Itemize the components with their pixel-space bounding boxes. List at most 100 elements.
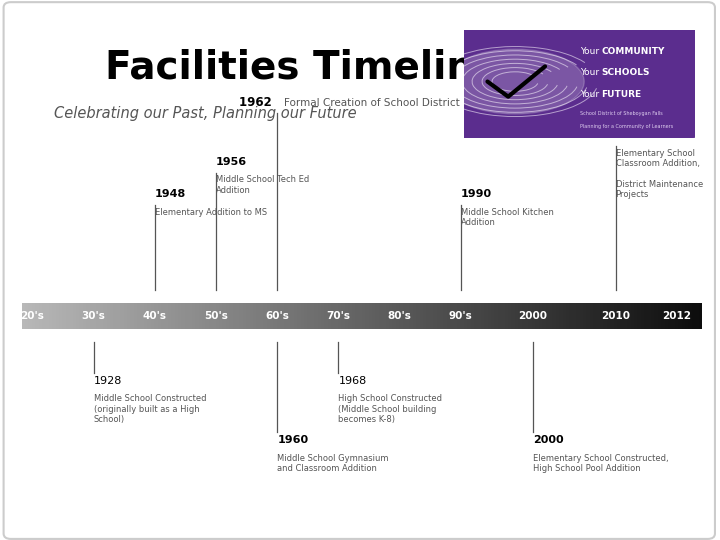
Bar (423, 303, 426, 329)
Text: 1968: 1968 (338, 376, 366, 386)
Bar (66, 303, 69, 329)
Bar (481, 303, 485, 329)
Bar (59, 303, 63, 329)
Bar (253, 303, 256, 329)
Bar (528, 303, 532, 329)
Bar (341, 303, 345, 329)
Text: 2010: 2010 (601, 311, 630, 321)
Text: 1962: 1962 (239, 96, 276, 109)
Bar (134, 303, 138, 329)
Bar (318, 303, 321, 329)
Bar (246, 303, 250, 329)
Bar (110, 303, 114, 329)
Bar (151, 303, 154, 329)
Bar (287, 303, 290, 329)
Bar (222, 303, 226, 329)
Bar (28, 303, 32, 329)
Bar (263, 303, 266, 329)
Bar (311, 303, 314, 329)
Bar (274, 303, 276, 329)
Bar (114, 303, 117, 329)
Bar (250, 303, 253, 329)
Bar (610, 303, 613, 329)
Bar (120, 303, 124, 329)
Bar (552, 303, 556, 329)
Bar (535, 303, 539, 329)
Bar (103, 303, 107, 329)
Bar (260, 303, 263, 329)
Bar (511, 303, 515, 329)
Bar (365, 303, 369, 329)
Bar (570, 303, 572, 329)
Bar (345, 303, 348, 329)
Bar (382, 303, 386, 329)
Bar (426, 303, 430, 329)
Bar (696, 303, 698, 329)
Bar (532, 303, 535, 329)
Bar (270, 303, 274, 329)
Bar (501, 303, 505, 329)
Bar (256, 303, 260, 329)
Bar (637, 303, 641, 329)
Bar (450, 303, 454, 329)
Bar (379, 303, 382, 329)
Bar (593, 303, 597, 329)
Bar (100, 303, 103, 329)
Bar (178, 303, 181, 329)
Bar (185, 303, 189, 329)
Bar (321, 303, 325, 329)
Bar (562, 303, 566, 329)
Bar (613, 303, 617, 329)
Bar (525, 303, 528, 329)
Bar (546, 303, 549, 329)
Text: 90's: 90's (449, 311, 472, 321)
Bar (461, 303, 464, 329)
Bar (406, 303, 410, 329)
Bar (369, 303, 372, 329)
Text: Planning for a Community of Learners: Planning for a Community of Learners (580, 124, 673, 130)
Bar (209, 303, 212, 329)
Bar (518, 303, 522, 329)
Bar (45, 303, 49, 329)
Bar (389, 303, 392, 329)
Text: 2007: 2007 (616, 130, 647, 140)
Bar (471, 303, 474, 329)
Bar (243, 303, 246, 329)
Text: 50's: 50's (204, 311, 228, 321)
Bar (236, 303, 239, 329)
Bar (688, 303, 692, 329)
Text: Elementary Addition to MS: Elementary Addition to MS (155, 208, 267, 217)
Bar (86, 303, 89, 329)
Bar (107, 303, 110, 329)
Bar (668, 303, 671, 329)
Bar (314, 303, 318, 329)
Bar (117, 303, 120, 329)
Bar (661, 303, 665, 329)
Bar (219, 303, 222, 329)
Bar (199, 303, 202, 329)
Text: 70's: 70's (326, 311, 351, 321)
Bar (355, 303, 359, 329)
Text: Middle School Kitchen
Addition: Middle School Kitchen Addition (461, 208, 554, 227)
Text: 1990: 1990 (461, 190, 492, 199)
Bar (32, 303, 35, 329)
Bar (79, 303, 83, 329)
Bar (682, 303, 685, 329)
Bar (266, 303, 270, 329)
Text: Your: Your (580, 69, 602, 77)
Bar (192, 303, 195, 329)
Bar (212, 303, 215, 329)
Text: School District of Sheboygan Falls: School District of Sheboygan Falls (580, 111, 662, 117)
Text: 1956: 1956 (216, 157, 247, 167)
Text: Middle School Constructed
(originally built as a High
School): Middle School Constructed (originally bu… (94, 394, 206, 424)
Text: Middle School Tech Ed
Addition: Middle School Tech Ed Addition (216, 176, 310, 195)
Bar (491, 303, 495, 329)
Bar (335, 303, 338, 329)
Bar (386, 303, 389, 329)
Bar (399, 303, 402, 329)
Bar (580, 303, 583, 329)
Bar (556, 303, 559, 329)
Bar (359, 303, 362, 329)
Bar (331, 303, 335, 329)
Bar (49, 303, 53, 329)
